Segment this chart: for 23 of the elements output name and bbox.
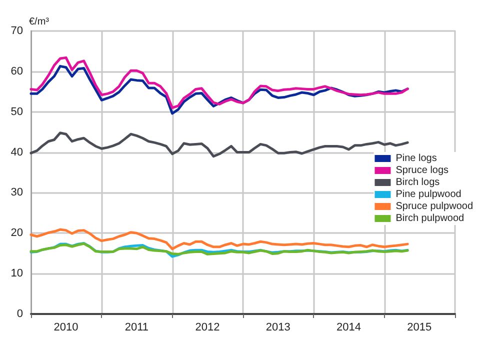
y-tick-label: 20: [10, 227, 23, 240]
x-tick-label: 2010: [54, 322, 78, 334]
y-tick-label: 50: [10, 106, 23, 118]
y-axis-title: €/m³: [29, 16, 50, 28]
legend-label: Pine logs: [396, 153, 437, 164]
legend-label: Spruce logs: [396, 165, 449, 176]
legend-label: Spruce pulpwood: [396, 201, 474, 212]
y-tick-label: 40: [10, 146, 23, 158]
y-tick-label: 10: [10, 268, 23, 280]
legend-label: Birch pulpwood: [396, 213, 464, 224]
x-tick-label: 2015: [407, 322, 432, 334]
x-tick-label: 2012: [195, 322, 220, 334]
y-tick-label: 60: [10, 65, 23, 78]
line-series: [30, 228, 409, 250]
y-tick-label: 70: [10, 25, 23, 37]
y-tick-label: 0: [16, 308, 23, 320]
legend-label: Birch logs: [396, 177, 440, 188]
legend-label: Pine pulpwood: [396, 189, 462, 200]
x-tick-label: 2011: [124, 322, 148, 334]
line-series: [30, 56, 409, 110]
y-tick-label: 30: [10, 186, 23, 199]
x-tick-label: 2014: [336, 322, 361, 334]
x-tick-label: 2013: [266, 322, 290, 334]
